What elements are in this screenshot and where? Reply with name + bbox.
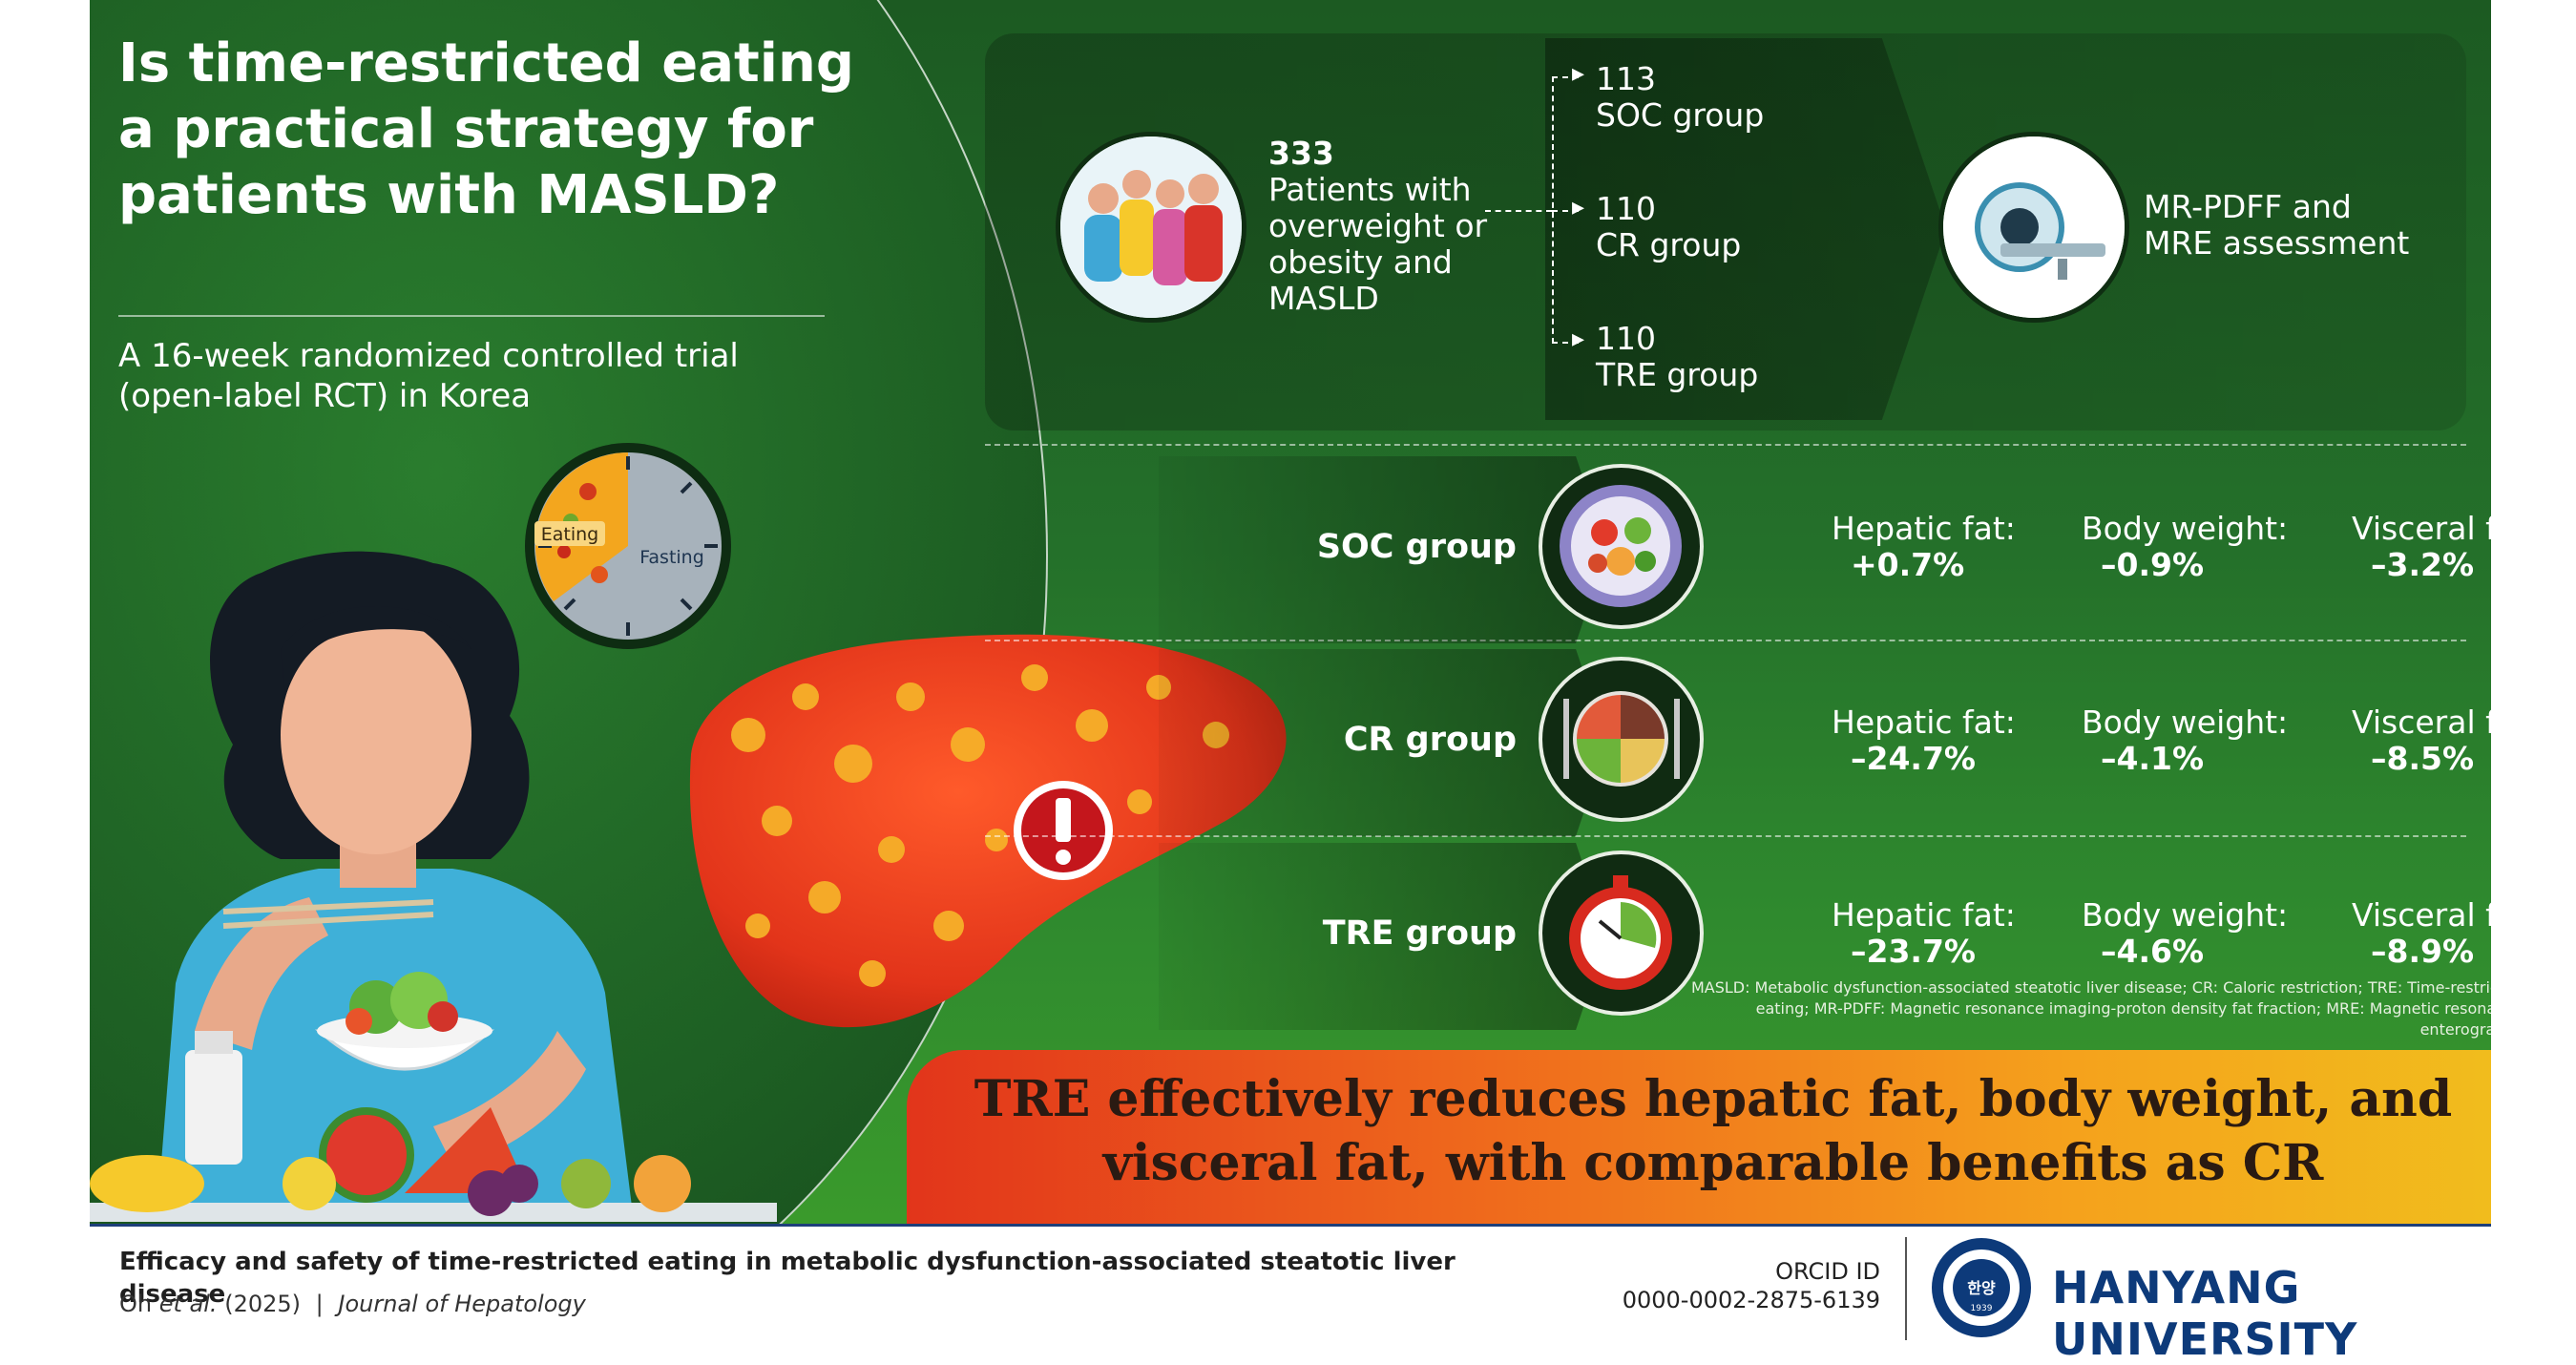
tre-name: TRE group (1596, 356, 1759, 393)
main-title: Is time-restricted eating a practical st… (118, 32, 854, 226)
portion-plate-icon (1542, 661, 1700, 818)
orcid-value: 0000-0002-2875-6139 (1622, 1287, 1880, 1313)
tre-count: 110 (1596, 320, 1656, 357)
fasting-label: Fasting (639, 547, 704, 568)
footer-rule (90, 1224, 2491, 1227)
soc-row-arrow (1159, 456, 1607, 643)
eating-label: Eating (541, 524, 598, 545)
soc-visceral-fat: Visceral fat:–3.2% (2352, 510, 2491, 583)
fatty-liver-illustration (689, 634, 1287, 1028)
tre-visceral-fat: Visceral fat:–8.9% (2352, 896, 2491, 970)
citation: Oh et al. (2025) | Journal of Hepatology (119, 1291, 586, 1317)
connector-tre (1552, 342, 1579, 344)
patients-group-icon (1060, 136, 1242, 318)
cr-body-weight: Body weight: –4.1% (2082, 704, 2289, 777)
section-divider (985, 444, 2466, 446)
woman-eating-salad-illustration (90, 551, 777, 1222)
orcid-label: ORCID ID (1775, 1258, 1880, 1285)
hanyang-seal-logo: 한양 1939 (1932, 1238, 2031, 1337)
timer-plate-icon (1542, 854, 1700, 1012)
row-label-tre: TRE group (1322, 914, 1517, 953)
connector-line (1485, 210, 1552, 212)
footer-separator (1905, 1237, 1907, 1340)
tre-body-weight: Body weight: –4.6% (2082, 896, 2289, 970)
paper-title: Efficacy and safety of time-restricted e… (119, 1248, 1456, 1309)
tre-row-arrow (1159, 843, 1607, 1030)
salad-plate-icon (1542, 468, 1700, 625)
arrow-head-icon: ▸ (1572, 59, 1585, 88)
soc-hepatic-fat: Hepatic fat: +0.7% (1832, 510, 2016, 583)
section-divider (985, 640, 2466, 641)
cr-count: 110 (1596, 190, 1656, 227)
total-patients-description: Patients with overweight or obesity and … (1268, 171, 1488, 317)
svg-text:한양: 한양 (1967, 1279, 1996, 1297)
connector-soc (1552, 76, 1579, 78)
subtitle: A 16-week randomized controlled trial (o… (118, 337, 739, 415)
randomization-arrow-band (1545, 38, 1946, 420)
row-label-cr: CR group (1343, 721, 1517, 759)
tre-hepatic-fat: Hepatic fat: –23.7% (1832, 896, 2016, 970)
arrow-head-icon: ▸ (1572, 193, 1585, 221)
cr-row-arrow (1159, 649, 1607, 836)
abbreviations-footnote: MASLD: Metabolic dysfunction-associated … (1690, 978, 2491, 1039)
soc-body-weight: Body weight: –0.9% (2082, 510, 2289, 583)
section-divider (985, 835, 2466, 837)
title-divider (118, 315, 825, 317)
soc-name: SOC group (1596, 96, 1765, 134)
conclusion-text: TRE effectively reduces hepatic fat, bod… (974, 1070, 2453, 1192)
eating-fasting-clock-icon: Eating Fasting (525, 443, 731, 649)
mri-scanner-icon (1943, 136, 2125, 318)
cr-visceral-fat: Visceral fat:–8.5% (2352, 704, 2491, 777)
cr-hepatic-fat: Hepatic fat: –24.7% (1832, 704, 2016, 777)
row-label-soc: SOC group (1316, 528, 1517, 566)
soc-count: 113 (1596, 60, 1656, 97)
total-patients-count: 333 (1268, 135, 1334, 172)
conclusion-banner (907, 1050, 2491, 1224)
assessment-text: MR-PDFF and MRE assessment (2144, 188, 2410, 262)
arrow-head-icon: ▸ (1572, 325, 1585, 353)
cr-name: CR group (1596, 226, 1742, 263)
svg-text:1939: 1939 (1971, 1304, 1993, 1313)
infographic-poster: Is time-restricted eating a practical st… (90, 0, 2491, 1224)
connector-cr (1552, 210, 1579, 212)
